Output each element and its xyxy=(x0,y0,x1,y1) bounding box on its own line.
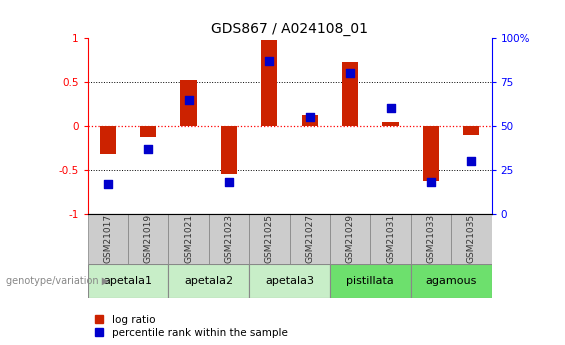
Bar xyxy=(302,115,318,126)
Bar xyxy=(411,264,492,298)
Bar xyxy=(128,214,168,264)
Bar xyxy=(168,264,249,298)
Text: apetala3: apetala3 xyxy=(265,276,314,286)
Point xyxy=(467,158,476,164)
Bar xyxy=(411,214,451,264)
Text: GSM21023: GSM21023 xyxy=(224,214,233,264)
Bar xyxy=(88,264,168,298)
Text: GSM21029: GSM21029 xyxy=(346,214,355,264)
Bar xyxy=(290,214,330,264)
Bar xyxy=(451,214,492,264)
Bar xyxy=(209,214,249,264)
Text: GSM21033: GSM21033 xyxy=(427,214,436,264)
Bar xyxy=(99,126,116,154)
Text: GSM21025: GSM21025 xyxy=(265,214,274,264)
Point xyxy=(427,179,436,185)
Bar xyxy=(330,264,411,298)
Title: GDS867 / A024108_01: GDS867 / A024108_01 xyxy=(211,21,368,36)
Point xyxy=(346,70,355,76)
Bar xyxy=(463,126,480,135)
Bar xyxy=(249,264,330,298)
Point xyxy=(144,146,153,151)
Text: apetala1: apetala1 xyxy=(103,276,153,286)
Text: genotype/variation ▶: genotype/variation ▶ xyxy=(6,276,109,286)
Bar xyxy=(221,126,237,174)
Point xyxy=(265,58,274,63)
Point xyxy=(224,179,233,185)
Bar xyxy=(330,214,371,264)
Point xyxy=(184,97,193,102)
Bar xyxy=(168,214,209,264)
Bar xyxy=(371,214,411,264)
Text: GSM21021: GSM21021 xyxy=(184,214,193,264)
Text: GSM21035: GSM21035 xyxy=(467,214,476,264)
Text: GSM21019: GSM21019 xyxy=(144,214,153,264)
Bar xyxy=(180,80,197,126)
Bar xyxy=(140,126,157,137)
Bar xyxy=(383,122,399,126)
Text: GSM21017: GSM21017 xyxy=(103,214,112,264)
Bar xyxy=(261,40,277,126)
Point xyxy=(103,181,112,187)
Bar xyxy=(342,62,358,126)
Text: GSM21027: GSM21027 xyxy=(305,214,314,264)
Point xyxy=(386,106,395,111)
Point xyxy=(305,115,314,120)
Legend: log ratio, percentile rank within the sample: log ratio, percentile rank within the sa… xyxy=(93,313,289,340)
Text: pistillata: pistillata xyxy=(346,276,394,286)
Bar xyxy=(88,214,128,264)
Text: GSM21031: GSM21031 xyxy=(386,214,395,264)
Bar xyxy=(249,214,289,264)
Bar xyxy=(423,126,439,181)
Text: apetala2: apetala2 xyxy=(184,276,233,286)
Text: agamous: agamous xyxy=(425,276,477,286)
